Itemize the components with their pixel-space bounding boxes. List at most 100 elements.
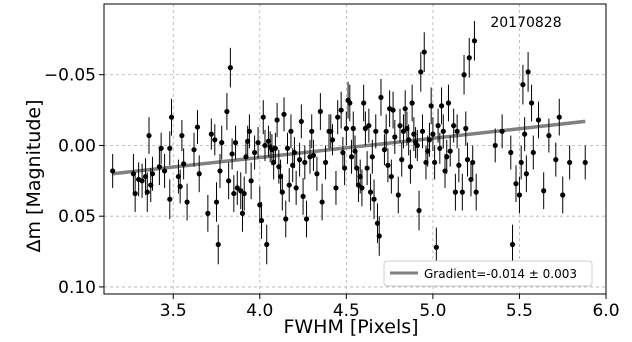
point-marker xyxy=(397,123,403,129)
point-marker xyxy=(376,233,382,239)
point-marker xyxy=(473,189,479,195)
point-marker xyxy=(445,100,452,106)
point-marker xyxy=(246,128,253,134)
data-point xyxy=(508,135,514,170)
point-marker xyxy=(470,159,476,166)
y-axis-ticks: −0.05 0.00 0.05 0.10 xyxy=(44,66,104,298)
data-point xyxy=(371,179,377,220)
point-marker xyxy=(347,100,353,106)
data-point xyxy=(241,176,247,211)
point-marker xyxy=(451,123,457,129)
data-point xyxy=(454,114,460,149)
point-marker xyxy=(461,72,467,78)
data-point xyxy=(392,120,398,154)
data-point xyxy=(456,148,462,183)
data-point xyxy=(132,175,138,212)
point-marker xyxy=(219,140,225,146)
data-point xyxy=(226,162,232,200)
date-annotation: 20170828 xyxy=(490,15,561,31)
point-marker xyxy=(310,152,317,158)
point-marker xyxy=(359,185,365,191)
point-marker xyxy=(329,137,336,143)
point-marker xyxy=(161,168,168,174)
point-marker xyxy=(383,128,389,134)
data-point xyxy=(414,129,420,162)
point-marker xyxy=(535,117,542,123)
point-marker xyxy=(255,140,261,146)
fit-line-group xyxy=(112,119,586,176)
point-marker xyxy=(302,159,308,166)
data-point xyxy=(229,138,235,170)
data-point xyxy=(146,117,152,154)
point-marker xyxy=(252,149,258,156)
point-marker xyxy=(229,151,235,157)
data-point xyxy=(343,111,349,146)
x-tick-label: 6.0 xyxy=(592,301,619,321)
data-point xyxy=(388,159,394,194)
point-marker xyxy=(333,185,339,191)
point-marker xyxy=(541,188,547,194)
data-point xyxy=(212,124,218,156)
data-point xyxy=(432,145,438,180)
data-point xyxy=(560,176,566,214)
data-point xyxy=(459,173,465,211)
fit-line xyxy=(112,119,586,176)
data-point xyxy=(528,84,535,122)
point-marker xyxy=(513,181,519,187)
y-axis-label: Δm [Magnitude] xyxy=(23,99,45,252)
data-point xyxy=(421,32,427,72)
point-marker xyxy=(184,199,190,205)
point-marker xyxy=(132,190,138,197)
point-marker xyxy=(238,188,244,194)
data-point xyxy=(288,114,294,149)
point-marker xyxy=(338,107,344,113)
point-marker xyxy=(399,157,405,163)
data-point xyxy=(314,156,320,191)
data-point xyxy=(317,93,323,130)
data-point xyxy=(473,173,479,211)
point-marker xyxy=(262,142,268,149)
point-marker xyxy=(407,164,413,170)
point-marker xyxy=(432,159,438,166)
point-marker xyxy=(110,168,116,174)
data-point xyxy=(286,168,292,203)
data-point xyxy=(378,78,384,116)
point-marker xyxy=(217,168,223,174)
point-marker xyxy=(444,154,450,160)
point-marker xyxy=(438,103,445,109)
point-marker xyxy=(158,145,164,151)
point-marker xyxy=(416,207,422,214)
data-point xyxy=(430,117,436,152)
point-marker xyxy=(227,65,233,71)
point-marker xyxy=(447,148,453,154)
point-marker xyxy=(156,164,162,170)
data-point xyxy=(191,132,197,167)
point-marker xyxy=(437,145,443,151)
point-marker xyxy=(390,107,396,113)
data-point xyxy=(381,134,388,166)
data-point xyxy=(530,135,536,170)
data-point xyxy=(395,176,401,214)
point-marker xyxy=(224,108,230,115)
data-point xyxy=(281,97,287,132)
point-marker xyxy=(232,140,239,146)
point-marker xyxy=(471,38,478,44)
data-point xyxy=(231,175,237,212)
point-marker xyxy=(525,69,531,75)
data-point xyxy=(520,64,526,105)
data-point xyxy=(419,114,426,149)
data-point xyxy=(342,151,348,186)
data-point xyxy=(390,91,396,129)
x-tick-label: 4.5 xyxy=(333,301,360,321)
point-marker xyxy=(139,178,145,184)
point-marker xyxy=(492,142,498,149)
point-marker xyxy=(523,171,529,177)
x-tick-label: 5.5 xyxy=(506,301,533,321)
point-marker xyxy=(435,123,441,129)
point-marker xyxy=(303,216,310,222)
point-marker xyxy=(284,145,291,151)
data-point xyxy=(492,128,498,163)
point-marker xyxy=(342,165,348,171)
data-point xyxy=(402,90,408,128)
